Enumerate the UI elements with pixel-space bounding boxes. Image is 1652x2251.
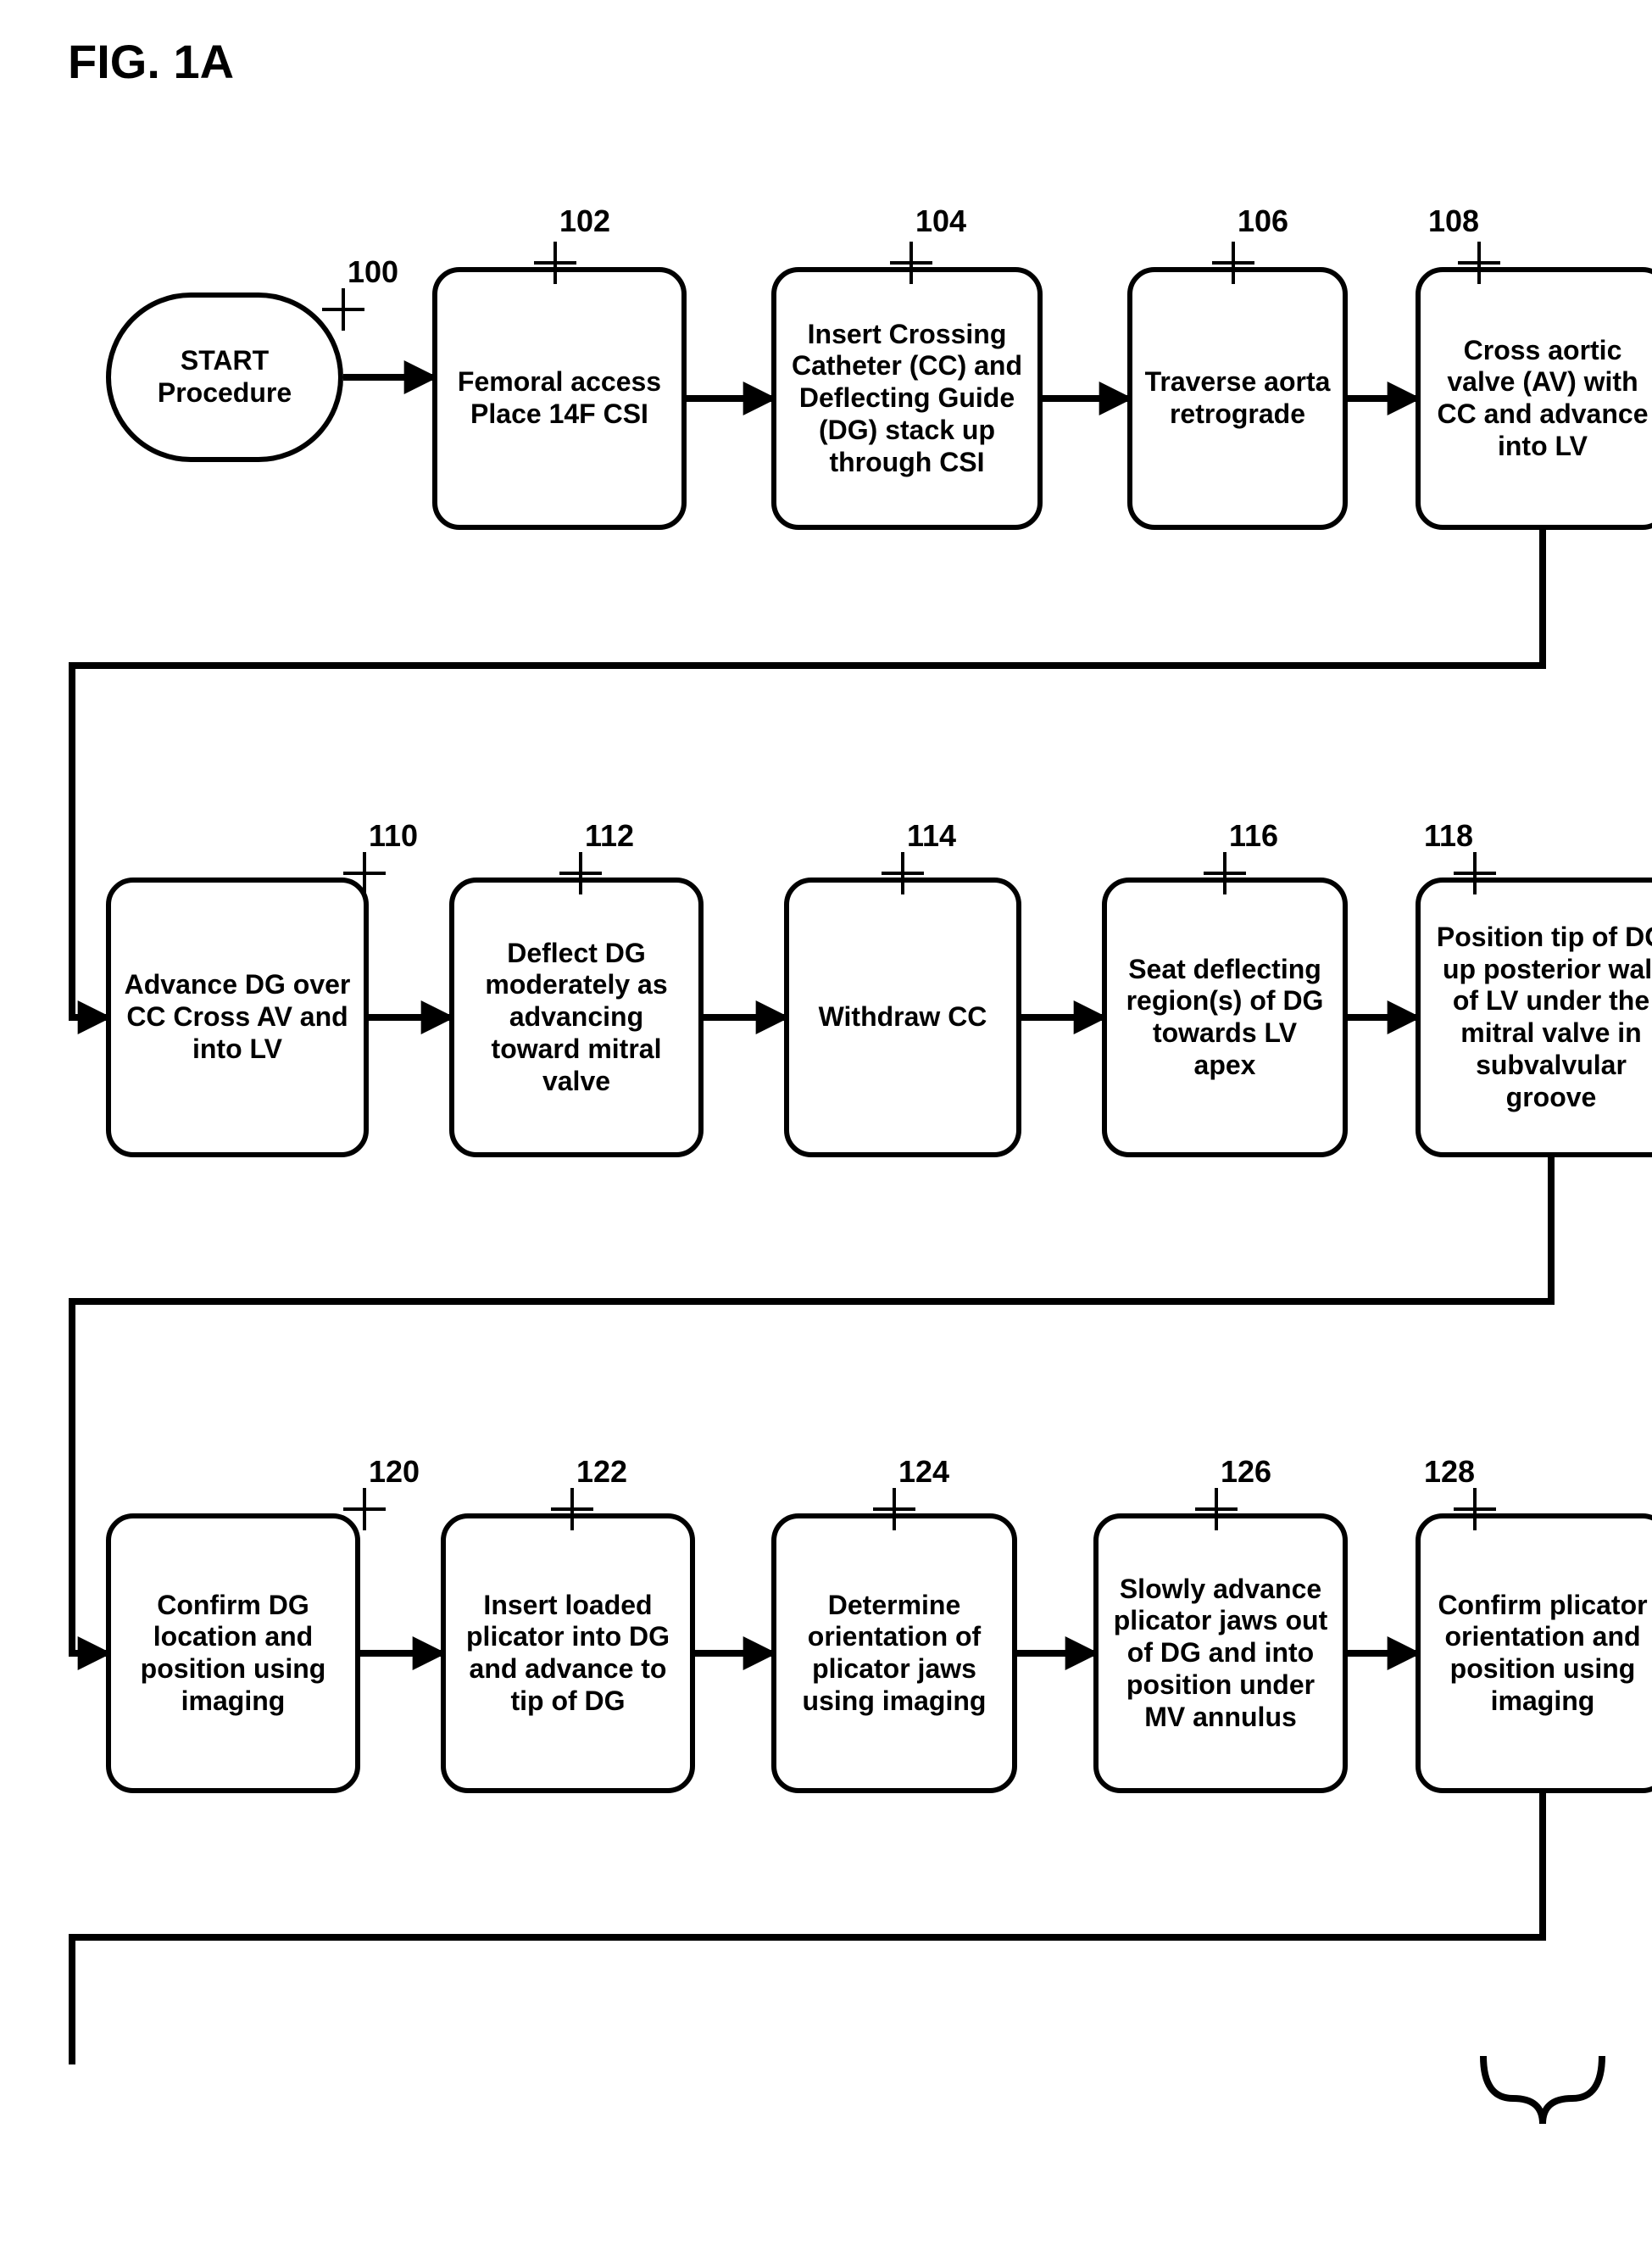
flowchart-canvas: START Procedure100 Femoral access Place 1… [34,114,1618,2217]
flow-node-110: Advance DG over CC Cross AV and into LV [106,878,369,1157]
node-label-106: 106 [1238,203,1288,239]
flow-node-108: Cross aortic valve (AV) with CC and adva… [1416,267,1652,530]
leader-tick-100 [322,288,364,331]
flow-node-112: Deflect DG moderately as advancing towar… [449,878,704,1157]
continuation-bracket [1483,2056,1602,2124]
node-label-116: 116 [1229,818,1278,854]
node-label-126: 126 [1221,1454,1271,1490]
node-label-104: 104 [915,203,966,239]
node-label-110: 110 [369,818,418,854]
flow-node-104: Insert Crossing Catheter (CC) and Deflec… [771,267,1043,530]
flow-node-126: Slowly advance plicator jaws out of DG a… [1093,1513,1348,1793]
node-label-128: 128 [1424,1454,1475,1490]
node-label-108: 108 [1428,203,1479,239]
node-label-118: 118 [1424,818,1473,854]
flow-node-120: Confirm DG location and position using i… [106,1513,360,1793]
flow-node-106: Traverse aorta retrograde [1127,267,1348,530]
node-label-112: 112 [585,818,634,854]
edge-128-cont [72,1793,1543,2064]
node-label-120: 120 [369,1454,420,1490]
flow-node-122: Insert loaded plicator into DG and advan… [441,1513,695,1793]
node-label-124: 124 [898,1454,949,1490]
node-label-102: 102 [559,203,610,239]
node-label-100: 100 [348,254,398,290]
figure-title: FIG. 1A [68,34,1618,89]
node-label-122: 122 [576,1454,627,1490]
flow-node-100: START Procedure [106,293,343,462]
node-label-114: 114 [907,818,956,854]
flow-node-118: Position tip of DG up posterior wall of … [1416,878,1652,1157]
flow-node-128: Confirm plicator orientation and positio… [1416,1513,1652,1793]
flow-node-124: Determine orientation of plicator jaws u… [771,1513,1017,1793]
flow-node-116: Seat deflecting region(s) of DG towards … [1102,878,1348,1157]
flow-node-114: Withdraw CC [784,878,1021,1157]
flow-node-102: Femoral access Place 14F CSI [432,267,687,530]
